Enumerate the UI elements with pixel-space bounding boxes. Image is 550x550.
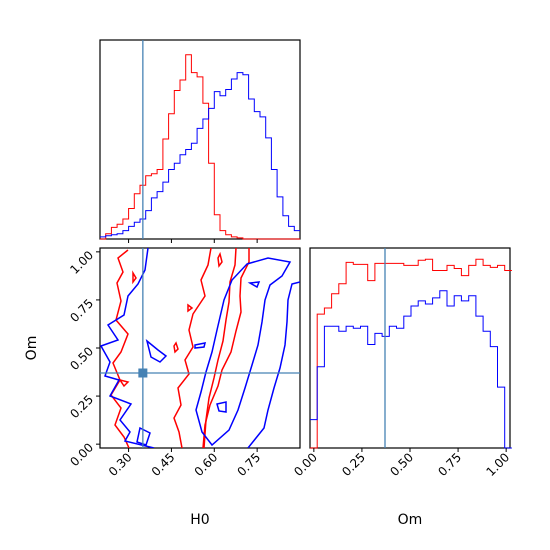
joint-xtick-label: 0.30 [106, 450, 135, 479]
blue-contour-island-4 [247, 281, 261, 289]
joint-xlabel: H0 [190, 512, 209, 528]
joint-ytick-label: 1.00 [67, 248, 96, 277]
joint-contours [100, 248, 300, 448]
red-contour-outer-right [202, 248, 250, 448]
joint-ytick-label: 0.50 [67, 344, 96, 373]
red-contour-island-3 [187, 303, 194, 313]
blue-contour-island-3 [216, 401, 227, 413]
red-contour-island-1 [217, 251, 223, 268]
h0-hist-blue-series [100, 72, 300, 238]
om-ticks: 0.00 0.25 0.50 0.75 1.00 [291, 448, 512, 479]
red-contour-inner-right [203, 248, 237, 448]
om-hist-red-series [310, 258, 512, 449]
blue-contour-island-5 [136, 426, 151, 446]
joint-ylabel: Om [24, 336, 40, 361]
om-hist-frame [309, 247, 511, 449]
blue-contour-island-1 [145, 338, 168, 363]
om-xtick-label: 0.75 [435, 450, 464, 479]
blue-contour-outer-left [100, 248, 155, 448]
red-contour-island-5 [118, 378, 130, 388]
joint-xtick-label: 0.75 [234, 450, 263, 479]
joint-ytick-label: 0.25 [67, 392, 96, 421]
red-contour-inner-left [173, 248, 212, 448]
om-xtick-label: 0.25 [339, 450, 368, 479]
joint-xtick-label: 0.45 [149, 450, 178, 479]
joint-panel: 0.30 0.45 0.60 0.750.000.250.500.751.00 H0 … [24, 247, 301, 528]
joint-truth-marker [138, 368, 148, 378]
red-contour-island-2 [173, 341, 179, 354]
om-xtick-label: 0.00 [291, 450, 320, 479]
joint-ticks: 0.30 0.45 0.60 0.75 0.00 0.25 0.50 0.75 1.00 [67, 248, 263, 479]
joint-ytick-label: 0.75 [67, 296, 96, 325]
om-hist-blue-series [310, 290, 512, 449]
om-xtick-label: 0.50 [387, 450, 416, 479]
om-xlabel: Om [398, 512, 423, 528]
red-contour-outer-left [110, 249, 130, 448]
h0-hist-ticks [128, 239, 258, 243]
h0-histogram-panel [99, 39, 301, 243]
joint-ytick-label: 0.00 [67, 440, 96, 469]
blue-contour-island-2 [194, 342, 207, 349]
red-contour-island-4 [132, 270, 137, 285]
h0-hist-red-series [100, 54, 300, 240]
blue-contour-outer-right [247, 281, 300, 448]
h0-hist-frame [99, 39, 301, 240]
blue-contour-inner [195, 257, 292, 447]
om-xtick-label: 1.00 [483, 450, 512, 479]
om-histogram-panel: 0.00 0.25 0.50 0.75 1.00 Om [291, 247, 512, 528]
joint-xtick-label: 0.60 [192, 450, 221, 479]
